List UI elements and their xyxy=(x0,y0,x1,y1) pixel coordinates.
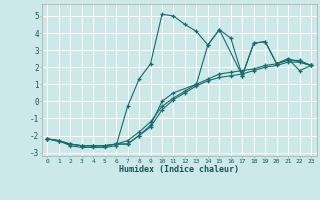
X-axis label: Humidex (Indice chaleur): Humidex (Indice chaleur) xyxy=(119,165,239,174)
